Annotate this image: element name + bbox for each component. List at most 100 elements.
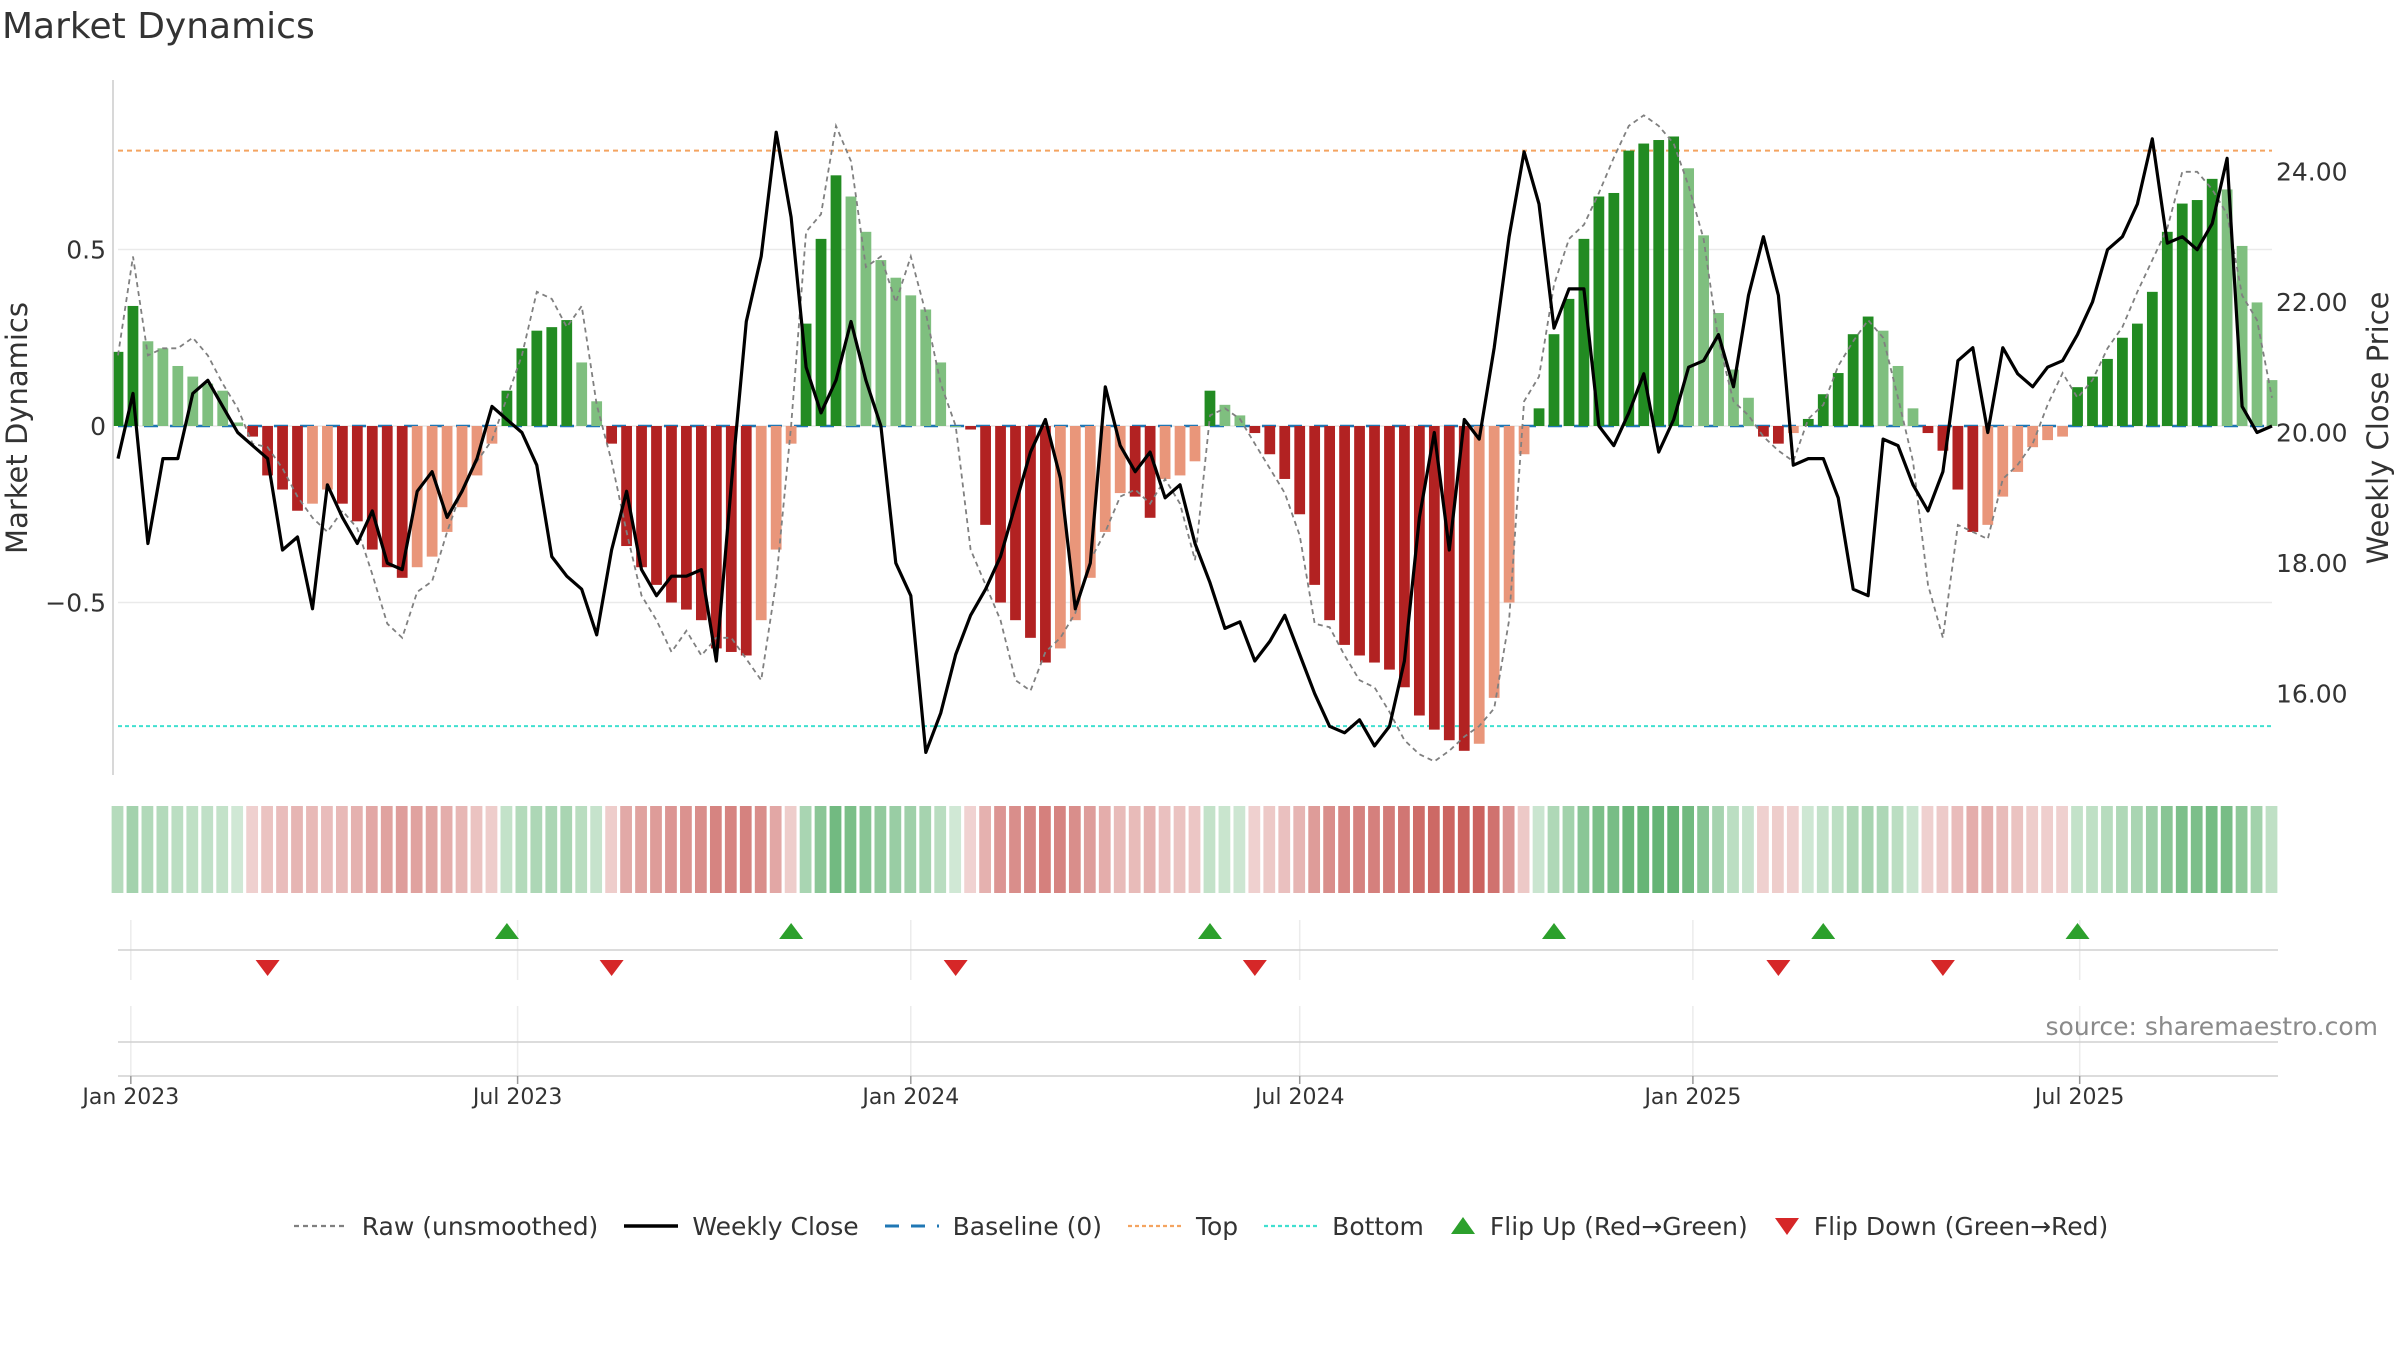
momentum-bar [1443,426,1455,741]
regime-cell [1383,806,1395,893]
momentum-bar [441,426,453,532]
flip-down-marker [599,960,624,976]
momentum-bar [1264,426,1276,455]
legend-swatch-bottom [1264,1224,1319,1228]
momentum-bar [1563,298,1575,426]
momentum-bar [1503,426,1515,603]
regime-cell [1816,806,1829,893]
regime-cell [1697,806,1709,893]
regime-cell [545,806,558,893]
momentum-bar [471,426,483,476]
regime-cell [380,806,393,893]
regime-cell [1323,806,1336,893]
regime-cell [1173,806,1186,893]
flip-up-marker [1542,923,1566,939]
weekly-close-series [116,130,2273,755]
legend-label: Raw (unsmoothed) [361,1211,599,1241]
regime-cell [1188,806,1201,893]
regime-cell [485,806,498,893]
regime-cell [994,806,1006,893]
regime-cell [1233,806,1246,893]
flip-down-marker [1930,960,1955,976]
regime-cell [814,806,827,893]
regime-cell [1113,806,1126,893]
regime-cell [141,806,154,893]
flip-up-icon [1450,1217,1475,1234]
momentum-bar [1114,426,1126,494]
y2-tick-label: 22.00 [2276,288,2348,317]
momentum-bar [1817,394,1829,426]
regime-cell [1876,806,1889,893]
flip-down-icon [1774,1218,1799,1235]
regime-cell [156,806,169,893]
momentum-bar [935,362,947,426]
momentum-bar [277,426,288,490]
momentum-bar [1997,426,2009,497]
regime-cell [1368,806,1380,893]
flip-up-marker [779,923,804,939]
legend-swatch-top [1127,1224,1182,1228]
momentum-bar [1488,426,1500,698]
momentum-bar [2102,358,2113,426]
momentum-bar [1473,426,1485,744]
regime-cell [1457,806,1470,893]
momentum-bar [2042,426,2054,441]
momentum-bar [1159,426,1171,479]
regime-cell [455,806,468,893]
regime-cell [1577,806,1590,893]
momentum-bar [636,426,647,568]
flip-down-marker [1242,960,1267,976]
regime-cell [1562,806,1575,893]
regime-cell [635,806,647,893]
regime-cell [1024,806,1036,893]
regime-cell [425,806,438,893]
momentum-bar [2131,323,2143,426]
momentum-bar [501,390,513,426]
regime-cell [620,806,632,893]
regime-cell [246,806,259,893]
regime-cell [530,806,543,893]
x-tick-label: Jan 2023 [80,1085,179,1110]
momentum-bar [1384,426,1395,670]
momentum-bar [2117,337,2128,426]
momentum-bar [2072,387,2083,426]
regime-cell [261,806,273,893]
momentum-bar [1369,426,1380,663]
y2-tick-label: 20.00 [2276,419,2348,448]
regime-cell [769,806,782,893]
regime-cell [1293,806,1306,893]
regime-cell [231,806,244,893]
y-tick-label: 0.5 [66,235,106,264]
regime-cell [964,806,977,893]
momentum-bar [262,426,273,476]
momentum-bar [1279,426,1291,479]
momentum-bar [621,426,632,547]
momentum-bar [172,365,184,426]
momentum-bar [1099,426,1111,532]
regime-cell [410,806,423,893]
regime-cell [1128,806,1141,893]
regime-cell [365,806,378,893]
momentum-bar [1294,426,1306,515]
momentum-bar [1129,426,1141,497]
momentum-bar [1787,426,1799,434]
momentum-bar [381,426,393,568]
regime-cell [1981,806,1994,893]
momentum-bar [1653,140,1665,427]
regime-cell [321,806,333,893]
flip-markers [255,923,2090,976]
regime-cell [575,806,588,893]
regime-cell [2041,806,2054,893]
regime-cell [665,806,677,893]
regime-cell [2145,806,2158,893]
chart-title: Market Dynamics [2,6,315,47]
legend-swatch-raw [293,1224,348,1228]
y2-tick-label: 24.00 [2276,157,2348,186]
regime-cell [335,806,348,893]
momentum-bar [1937,426,1949,451]
flip-up-marker [1811,923,1836,939]
momentum-bar [995,426,1006,603]
regime-cell [2086,806,2098,893]
momentum-bar [980,426,991,525]
momentum-bar [1593,196,1605,426]
